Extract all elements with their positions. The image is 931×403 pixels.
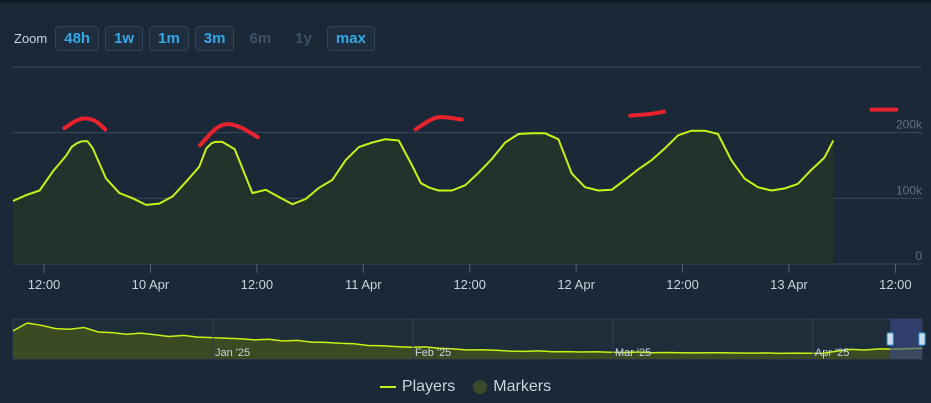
y-tick-label-2: 200k	[896, 118, 923, 132]
players-line	[12, 129, 835, 206]
legend-markers[interactable]: Markers	[473, 378, 551, 396]
legend-markers-label: Markers	[493, 378, 552, 395]
x-tick-label-5: 12 Apr	[557, 277, 595, 292]
navigator-label-2: Mar '25	[615, 347, 651, 359]
zoom-6m-button: 6m	[249, 30, 272, 47]
x-tick-label-8: 12:00	[879, 277, 912, 292]
navigator-label-0: Jan '25	[215, 347, 250, 359]
navigator-line	[12, 322, 923, 355]
annotation-stroke-1	[198, 122, 260, 148]
zoom-1m-button[interactable]: 1m	[149, 26, 189, 51]
y-tick-label-0: 0	[915, 249, 922, 263]
navigator-selection[interactable]	[890, 319, 922, 359]
annotation-stroke-3	[628, 109, 666, 118]
x-tick-label-7: 13 Apr	[770, 277, 808, 292]
zoom-1y-button: 1y	[295, 30, 312, 47]
chart-legend: Players Markers	[0, 378, 931, 396]
navigator-handle-left[interactable]	[886, 332, 894, 346]
top-border	[0, 0, 931, 3]
zoom-1w-button[interactable]: 1w	[105, 26, 144, 51]
navigator-label-3: Apr '25	[815, 347, 850, 359]
players-line-swatch	[379, 386, 396, 388]
zoom-selector: Zoom 48h 1w 1m 3m 6m 1y max	[14, 25, 375, 52]
x-tick-label-1: 10 Apr	[132, 277, 170, 292]
x-tick-label-2: 12:00	[241, 277, 274, 292]
x-tick-label-3: 11 Apr	[345, 277, 382, 292]
navigator-area	[13, 323, 922, 359]
markers-dot-swatch	[473, 380, 488, 394]
zoom-max-button[interactable]: max	[326, 26, 375, 51]
zoom-48h-button[interactable]: 48h	[55, 26, 100, 51]
x-tick-label-0: 12:00	[28, 277, 61, 292]
x-tick-label-6: 12:00	[666, 277, 699, 292]
y-tick-label-1: 100k	[896, 183, 923, 197]
legend-players[interactable]: Players	[379, 378, 456, 396]
legend-players-label: Players	[401, 378, 456, 395]
navigator-handle-right[interactable]	[918, 332, 926, 346]
zoom-3m-button[interactable]: 3m	[194, 26, 235, 51]
players-area	[13, 130, 834, 264]
navigator-label-1: Feb '25	[415, 347, 451, 359]
zoom-label: Zoom	[14, 31, 48, 46]
annotation-stroke-2	[413, 115, 464, 132]
annotation-stroke-0	[62, 116, 108, 132]
x-tick-label-4: 12:00	[453, 277, 486, 292]
player-count-chart[interactable]: 0 100k 200k 12:00 10 Apr 12:00 11 Apr 12:00 12 A…	[0, 0, 931, 378]
